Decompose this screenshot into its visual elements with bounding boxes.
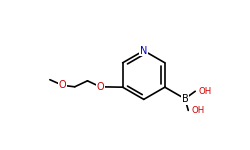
Text: OH: OH bbox=[192, 106, 205, 115]
Text: N: N bbox=[140, 46, 147, 56]
Text: O: O bbox=[59, 80, 66, 90]
Text: O: O bbox=[96, 82, 104, 92]
Text: B: B bbox=[182, 94, 188, 104]
Text: OH: OH bbox=[198, 87, 212, 96]
